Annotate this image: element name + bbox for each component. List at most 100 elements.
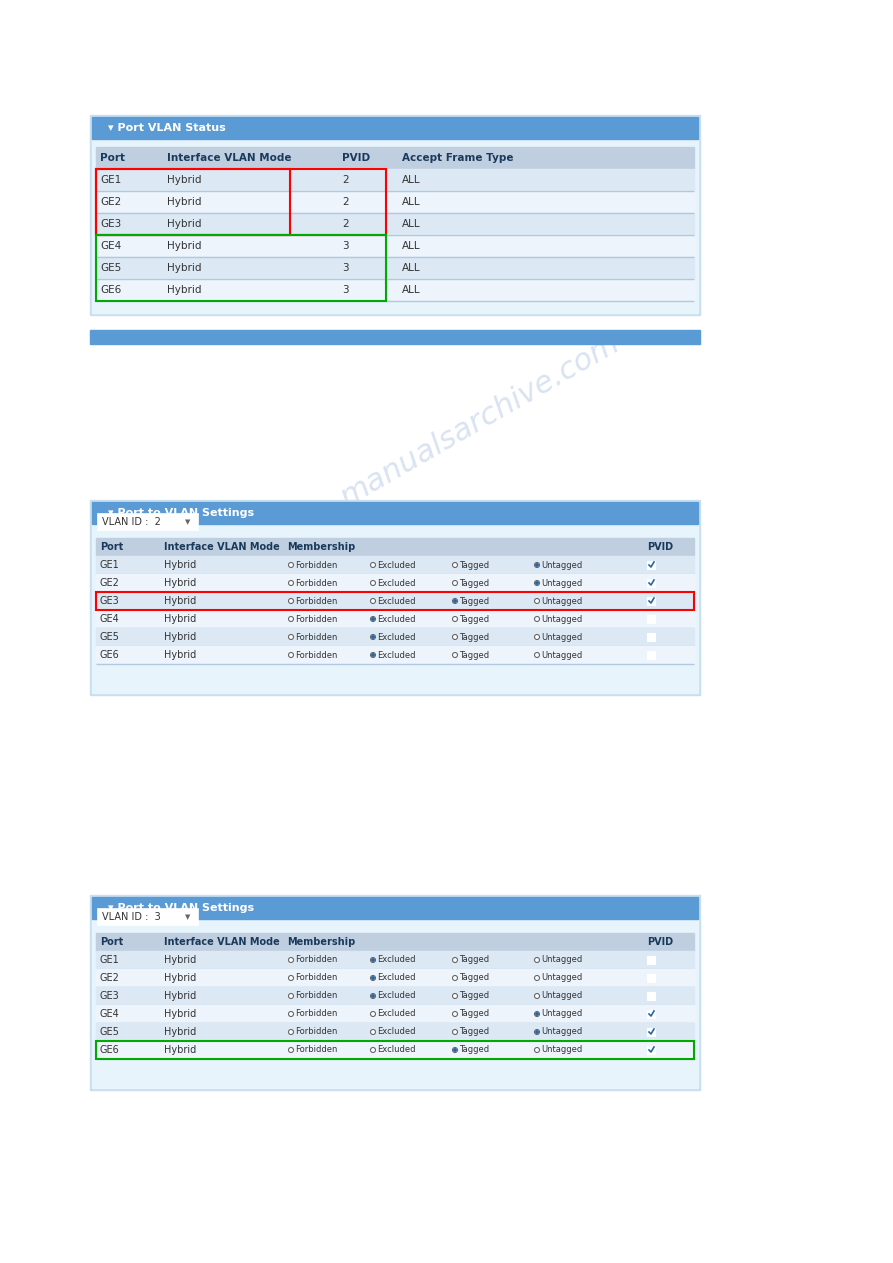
Text: GE6: GE6 (100, 1045, 120, 1055)
Text: Untagged: Untagged (541, 1009, 582, 1018)
Bar (96, 969, 694, 986)
Text: GE3: GE3 (100, 596, 120, 606)
Text: Untagged: Untagged (541, 633, 582, 642)
Bar (647, 650, 655, 659)
Circle shape (288, 616, 294, 621)
Circle shape (288, 1029, 294, 1034)
Bar (92, 501, 698, 693)
Text: Interface VLAN Mode: Interface VLAN Mode (164, 937, 280, 947)
Bar (96, 213, 694, 235)
Text: Port: Port (100, 153, 125, 163)
Circle shape (535, 634, 539, 639)
Circle shape (371, 599, 375, 604)
Bar (90, 115, 700, 314)
Circle shape (288, 975, 294, 980)
Text: Untagged: Untagged (541, 578, 582, 587)
Bar (96, 1041, 694, 1058)
Text: Tagged: Tagged (459, 974, 489, 983)
Text: Untagged: Untagged (541, 991, 582, 1000)
Circle shape (288, 599, 294, 604)
Text: Excluded: Excluded (377, 561, 415, 570)
Bar (647, 615, 655, 623)
Text: GE1: GE1 (100, 955, 120, 965)
Circle shape (535, 1029, 539, 1034)
Circle shape (535, 1047, 539, 1052)
Text: Membership: Membership (287, 542, 355, 552)
Circle shape (371, 976, 374, 979)
Bar (96, 645, 694, 664)
Text: 3: 3 (342, 285, 348, 296)
Text: Excluded: Excluded (377, 650, 415, 659)
Text: Excluded: Excluded (377, 615, 415, 624)
Text: Excluded: Excluded (377, 1009, 415, 1018)
Text: Tagged: Tagged (459, 1046, 489, 1055)
Circle shape (371, 994, 375, 999)
Text: ▾ Port to VLAN Settings: ▾ Port to VLAN Settings (108, 508, 255, 518)
Bar (96, 279, 694, 301)
Text: ▾ Port VLAN Status: ▾ Port VLAN Status (108, 123, 226, 133)
Circle shape (453, 616, 457, 621)
Bar (92, 897, 698, 1087)
Text: GE5: GE5 (100, 263, 121, 273)
Text: Hybrid: Hybrid (167, 241, 202, 251)
Circle shape (535, 581, 539, 586)
Circle shape (535, 562, 539, 567)
Text: Hybrid: Hybrid (164, 1027, 196, 1037)
Text: GE2: GE2 (100, 578, 120, 589)
Bar (90, 895, 700, 1090)
Bar (647, 1028, 655, 1036)
Bar (92, 117, 698, 313)
Bar (96, 951, 694, 969)
Text: 2: 2 (342, 218, 348, 229)
Circle shape (454, 600, 456, 602)
Text: Tagged: Tagged (459, 633, 489, 642)
Circle shape (453, 581, 457, 586)
Bar (96, 538, 694, 556)
Text: Accept Frame Type: Accept Frame Type (402, 153, 513, 163)
Text: Forbidden: Forbidden (295, 1028, 338, 1037)
Circle shape (453, 599, 457, 604)
Text: GE4: GE4 (100, 241, 121, 251)
Text: Excluded: Excluded (377, 1028, 415, 1037)
Text: Forbidden: Forbidden (295, 974, 338, 983)
Circle shape (536, 563, 538, 566)
Bar (92, 897, 698, 919)
Text: Untagged: Untagged (541, 650, 582, 659)
Text: GE6: GE6 (100, 285, 121, 296)
Bar (96, 556, 694, 573)
Text: Tagged: Tagged (459, 650, 489, 659)
Text: 3: 3 (342, 241, 348, 251)
Text: Forbidden: Forbidden (295, 1046, 338, 1055)
Text: Untagged: Untagged (541, 615, 582, 624)
Text: Untagged: Untagged (541, 561, 582, 570)
Circle shape (371, 635, 374, 638)
Bar (96, 933, 694, 951)
Text: Hybrid: Hybrid (164, 973, 196, 983)
Text: Forbidden: Forbidden (295, 633, 338, 642)
Bar (92, 501, 698, 524)
Text: PVID: PVID (647, 937, 673, 947)
Text: Untagged: Untagged (541, 956, 582, 965)
Circle shape (371, 995, 374, 998)
Text: Forbidden: Forbidden (295, 596, 338, 605)
Circle shape (453, 957, 457, 962)
Bar (98, 514, 198, 530)
Bar (96, 1023, 694, 1041)
Bar (647, 561, 655, 570)
Circle shape (288, 562, 294, 567)
Circle shape (536, 1013, 538, 1015)
Circle shape (453, 653, 457, 658)
Text: Hybrid: Hybrid (167, 263, 202, 273)
Text: Untagged: Untagged (541, 974, 582, 983)
Text: manualsarchive.com: manualsarchive.com (335, 328, 625, 512)
Text: Port: Port (100, 937, 123, 947)
Bar (98, 909, 198, 925)
Text: GE4: GE4 (100, 1009, 120, 1019)
Text: Hybrid: Hybrid (167, 218, 202, 229)
Circle shape (536, 582, 538, 585)
Bar (647, 956, 655, 964)
Circle shape (371, 562, 375, 567)
Circle shape (453, 1029, 457, 1034)
Bar (96, 986, 694, 1005)
Circle shape (535, 616, 539, 621)
